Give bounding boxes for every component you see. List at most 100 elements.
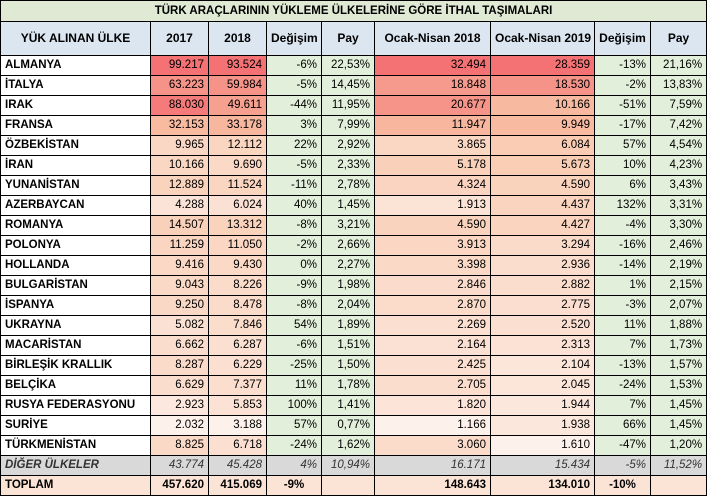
cell-share: 1,51% [321,335,375,356]
cell-country: SURİYE [0,415,151,436]
cell-country: ROMANYA [0,215,151,236]
cell-2017: 8.825 [150,435,209,456]
cell-jan-apr-2019: 28.359 [490,55,595,76]
cell-jan-apr-2019: 134.010 [490,475,595,496]
cell-q-share: 1,45% [649,395,708,416]
cell-change: -11% [266,175,322,196]
cell-jan-apr-2018: 1.166 [374,415,491,436]
cell-share: 2,33% [321,155,375,176]
cell-country: BİRLEŞİK KRALLIK [0,355,151,376]
cell-country: TOPLAM [0,475,151,496]
cell-change: -25% [266,355,322,376]
header-change: Değişim [266,21,322,56]
cell-country: UKRAYNA [0,315,151,336]
cell-jan-apr-2019: 1.610 [490,435,595,456]
cell-q-change: -4% [594,215,651,236]
cell-change: -6% [266,55,322,76]
cell-country: BELÇİKA [0,375,151,396]
cell-q-share: 2,19% [649,255,708,276]
cell-share: 1,98% [321,275,375,296]
cell-country: İRAN [0,155,151,176]
cell-change: 57% [266,415,322,436]
cell-q-change: -14% [594,255,651,276]
cell-jan-apr-2019: 5.673 [490,155,595,176]
header-q-change: Değişim [594,21,651,56]
table-row: AZERBAYCAN 4.288 6.024 40% 1,45% 1.913 4.437 13… [0,195,708,216]
cell-change: 4% [266,455,322,476]
cell-jan-apr-2019: 2.936 [490,255,595,276]
cell-q-share: 4,23% [649,155,708,176]
cell-q-share: 11,52% [649,455,708,476]
cell-share: 3,21% [321,215,375,236]
cell-q-change: -13% [594,55,651,76]
cell-q-change: 6% [594,175,651,196]
cell-jan-apr-2019: 4.437 [490,195,595,216]
cell-jan-apr-2018: 20.677 [374,95,491,116]
cell-2018: 11.050 [208,235,267,256]
cell-jan-apr-2019: 1.944 [490,395,595,416]
cell-2018: 415.069 [208,475,267,496]
cell-jan-apr-2019: 2.882 [490,275,595,296]
cell-change: 40% [266,195,322,216]
cell-change: -5% [266,155,322,176]
cell-jan-apr-2019: 18.530 [490,75,595,96]
cell-2018: 5.853 [208,395,267,416]
cell-2018: 7.377 [208,375,267,396]
cell-2018: 3.188 [208,415,267,436]
header-share: Pay [321,21,375,56]
cell-q-change: 7% [594,395,651,416]
cell-share: 7,99% [321,115,375,136]
cell-jan-apr-2018: 16.171 [374,455,491,476]
cell-2017: 9.043 [150,275,209,296]
cell-q-share: 2,07% [649,295,708,316]
cell-country: ÖZBEKİSTAN [0,135,151,156]
cell-change: -9% [266,475,322,496]
cell-jan-apr-2019: 2.520 [490,315,595,336]
cell-q-share: 21,16% [649,55,708,76]
cell-2018: 45.428 [208,455,267,476]
cell-2018: 11.524 [208,175,267,196]
cell-q-change: -17% [594,115,651,136]
cell-q-share: 1,45% [649,415,708,436]
cell-jan-apr-2018: 32.494 [374,55,491,76]
cell-jan-apr-2019: 2.045 [490,375,595,396]
table-row: BİRLEŞİK KRALLIK 8.287 6.229 -25% 1,50% 2.425… [0,355,708,376]
cell-jan-apr-2018: 1.913 [374,195,491,216]
cell-q-change: -16% [594,235,651,256]
cell-country: RUSYA FEDERASYONU [0,395,151,416]
header-2017: 2017 [150,21,209,56]
table-row: İTALYA 63.223 59.984 -5% 14,45% 18.848 18.530-… [0,75,708,96]
cell-jan-apr-2018: 5.178 [374,155,491,176]
cell-2017: 63.223 [150,75,209,96]
cell-change: -6% [266,335,322,356]
cell-2018: 13.312 [208,215,267,236]
cell-q-share: 2,46% [649,235,708,256]
cell-2017: 2.032 [150,415,209,436]
cell-2017: 9.965 [150,135,209,156]
cell-share: 2,27% [321,255,375,276]
cell-2018: 6.229 [208,355,267,376]
cell-2017: 9.416 [150,255,209,276]
cell-country: TÜRKMENİSTAN [0,435,151,456]
cell-q-change: 7% [594,335,651,356]
cell-change: 3% [266,115,322,136]
cell-jan-apr-2019: 2.313 [490,335,595,356]
cell-change: 54% [266,315,322,336]
cell-2017: 457.620 [150,475,209,496]
header-q-share: Pay [649,21,708,56]
cell-2017: 99.217 [150,55,209,76]
header-jan-apr-2019: Ocak-Nisan 2019 [490,21,595,56]
cell-share [321,475,375,496]
cell-jan-apr-2018: 4.324 [374,175,491,196]
cell-q-share: 7,59% [649,95,708,116]
cell-change: -9% [266,275,322,296]
cell-country: İSPANYA [0,295,151,316]
cell-2018: 8.478 [208,295,267,316]
cell-share: 2,92% [321,135,375,156]
cell-q-change: 57% [594,135,651,156]
cell-share: 11,95% [321,95,375,116]
cell-change: 11% [266,375,322,396]
table-row: ROMANYA 14.507 13.312 -8% 3,21% 4.590 4.427 -4%… [0,215,708,236]
cell-jan-apr-2018: 2.164 [374,335,491,356]
cell-country: İTALYA [0,75,151,96]
